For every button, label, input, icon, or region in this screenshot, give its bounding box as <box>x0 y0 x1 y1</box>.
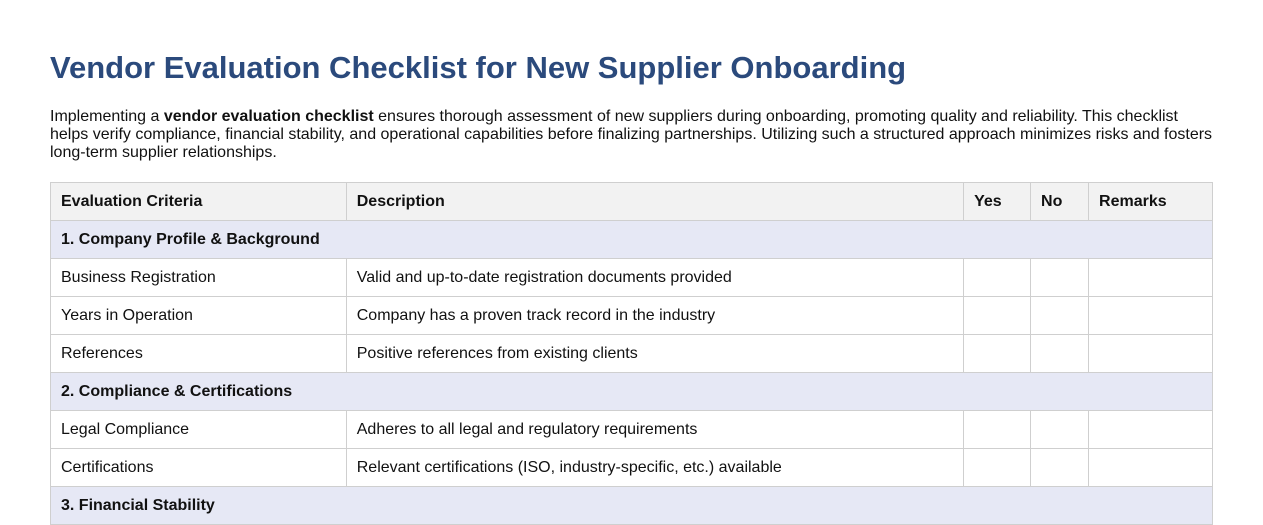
section-row: 2. Compliance & Certifications <box>50 372 1213 411</box>
criteria-row: Legal Compliance Adheres to all legal and… <box>50 410 1213 449</box>
section-title: 2. Compliance & Certifications <box>50 372 1213 411</box>
no-cell <box>1030 258 1090 297</box>
no-cell <box>1030 448 1090 487</box>
no-cell <box>1030 296 1090 335</box>
intro: Implementing a vendor evaluation checkli… <box>50 108 1213 162</box>
column-header: Description <box>345 182 965 221</box>
criteria: Years in Operation <box>50 296 347 335</box>
remarks-cell <box>1088 296 1213 335</box>
description: Positive references from existing client… <box>345 334 965 373</box>
intro-bold: vendor evaluation checklist <box>163 108 374 125</box>
description: Company has a proven track record in the… <box>345 296 965 335</box>
no-cell <box>1030 410 1090 449</box>
column-header: Yes <box>963 182 1032 221</box>
remarks-cell <box>1088 258 1213 297</box>
yes-cell <box>963 296 1032 335</box>
criteria-row: References Positive references from exist… <box>50 334 1213 373</box>
section-row: 3. Financial Stability <box>50 486 1213 525</box>
criteria: Legal Compliance <box>50 410 347 449</box>
criteria-row: Years in Operation Company has a proven t… <box>50 296 1213 335</box>
description: Valid and up-to-date registration docume… <box>345 258 965 297</box>
remarks-cell <box>1088 448 1213 487</box>
remarks-cell <box>1088 410 1213 449</box>
no-cell <box>1030 334 1090 373</box>
section-title: 1. Company Profile & Background <box>50 220 1213 259</box>
intro-text: Implementing a <box>50 108 160 125</box>
criteria: Certifications <box>50 448 347 487</box>
yes-cell <box>963 258 1032 297</box>
intro-text: ensures thorough assessment of new suppl… <box>50 108 1213 161</box>
section-row: 1. Company Profile & Background <box>50 220 1213 259</box>
column-header: Remarks <box>1088 182 1213 221</box>
remarks-cell <box>1088 334 1213 373</box>
criteria: References <box>50 334 347 373</box>
yes-cell <box>963 410 1032 449</box>
column-header: Evaluation Criteria <box>50 182 347 221</box>
criteria-row: Certifications Relevant certifications (I… <box>50 448 1213 487</box>
yes-cell <box>963 448 1032 487</box>
header-row: Evaluation Criteria Description Yes No Remar… <box>50 182 1213 221</box>
criteria-row: Business Registration Valid and up-to-dat… <box>50 258 1213 297</box>
title: Vendor Evaluation Checklist for New Supp… <box>50 50 907 85</box>
criteria: Business Registration <box>50 258 347 297</box>
page: Vendor Evaluation Checklist for New Supp… <box>50 50 1213 525</box>
table-body: 1. Company Profile & Background Business … <box>50 220 1213 525</box>
yes-cell <box>963 334 1032 373</box>
checklist-table: Evaluation Criteria Description Yes No Remar… <box>50 182 1213 525</box>
description: Adheres to all legal and regulatory requ… <box>345 410 965 449</box>
column-header: No <box>1030 182 1090 221</box>
description: Relevant certifications (ISO, industry-s… <box>345 448 965 487</box>
section-title: 3. Financial Stability <box>50 486 1213 525</box>
